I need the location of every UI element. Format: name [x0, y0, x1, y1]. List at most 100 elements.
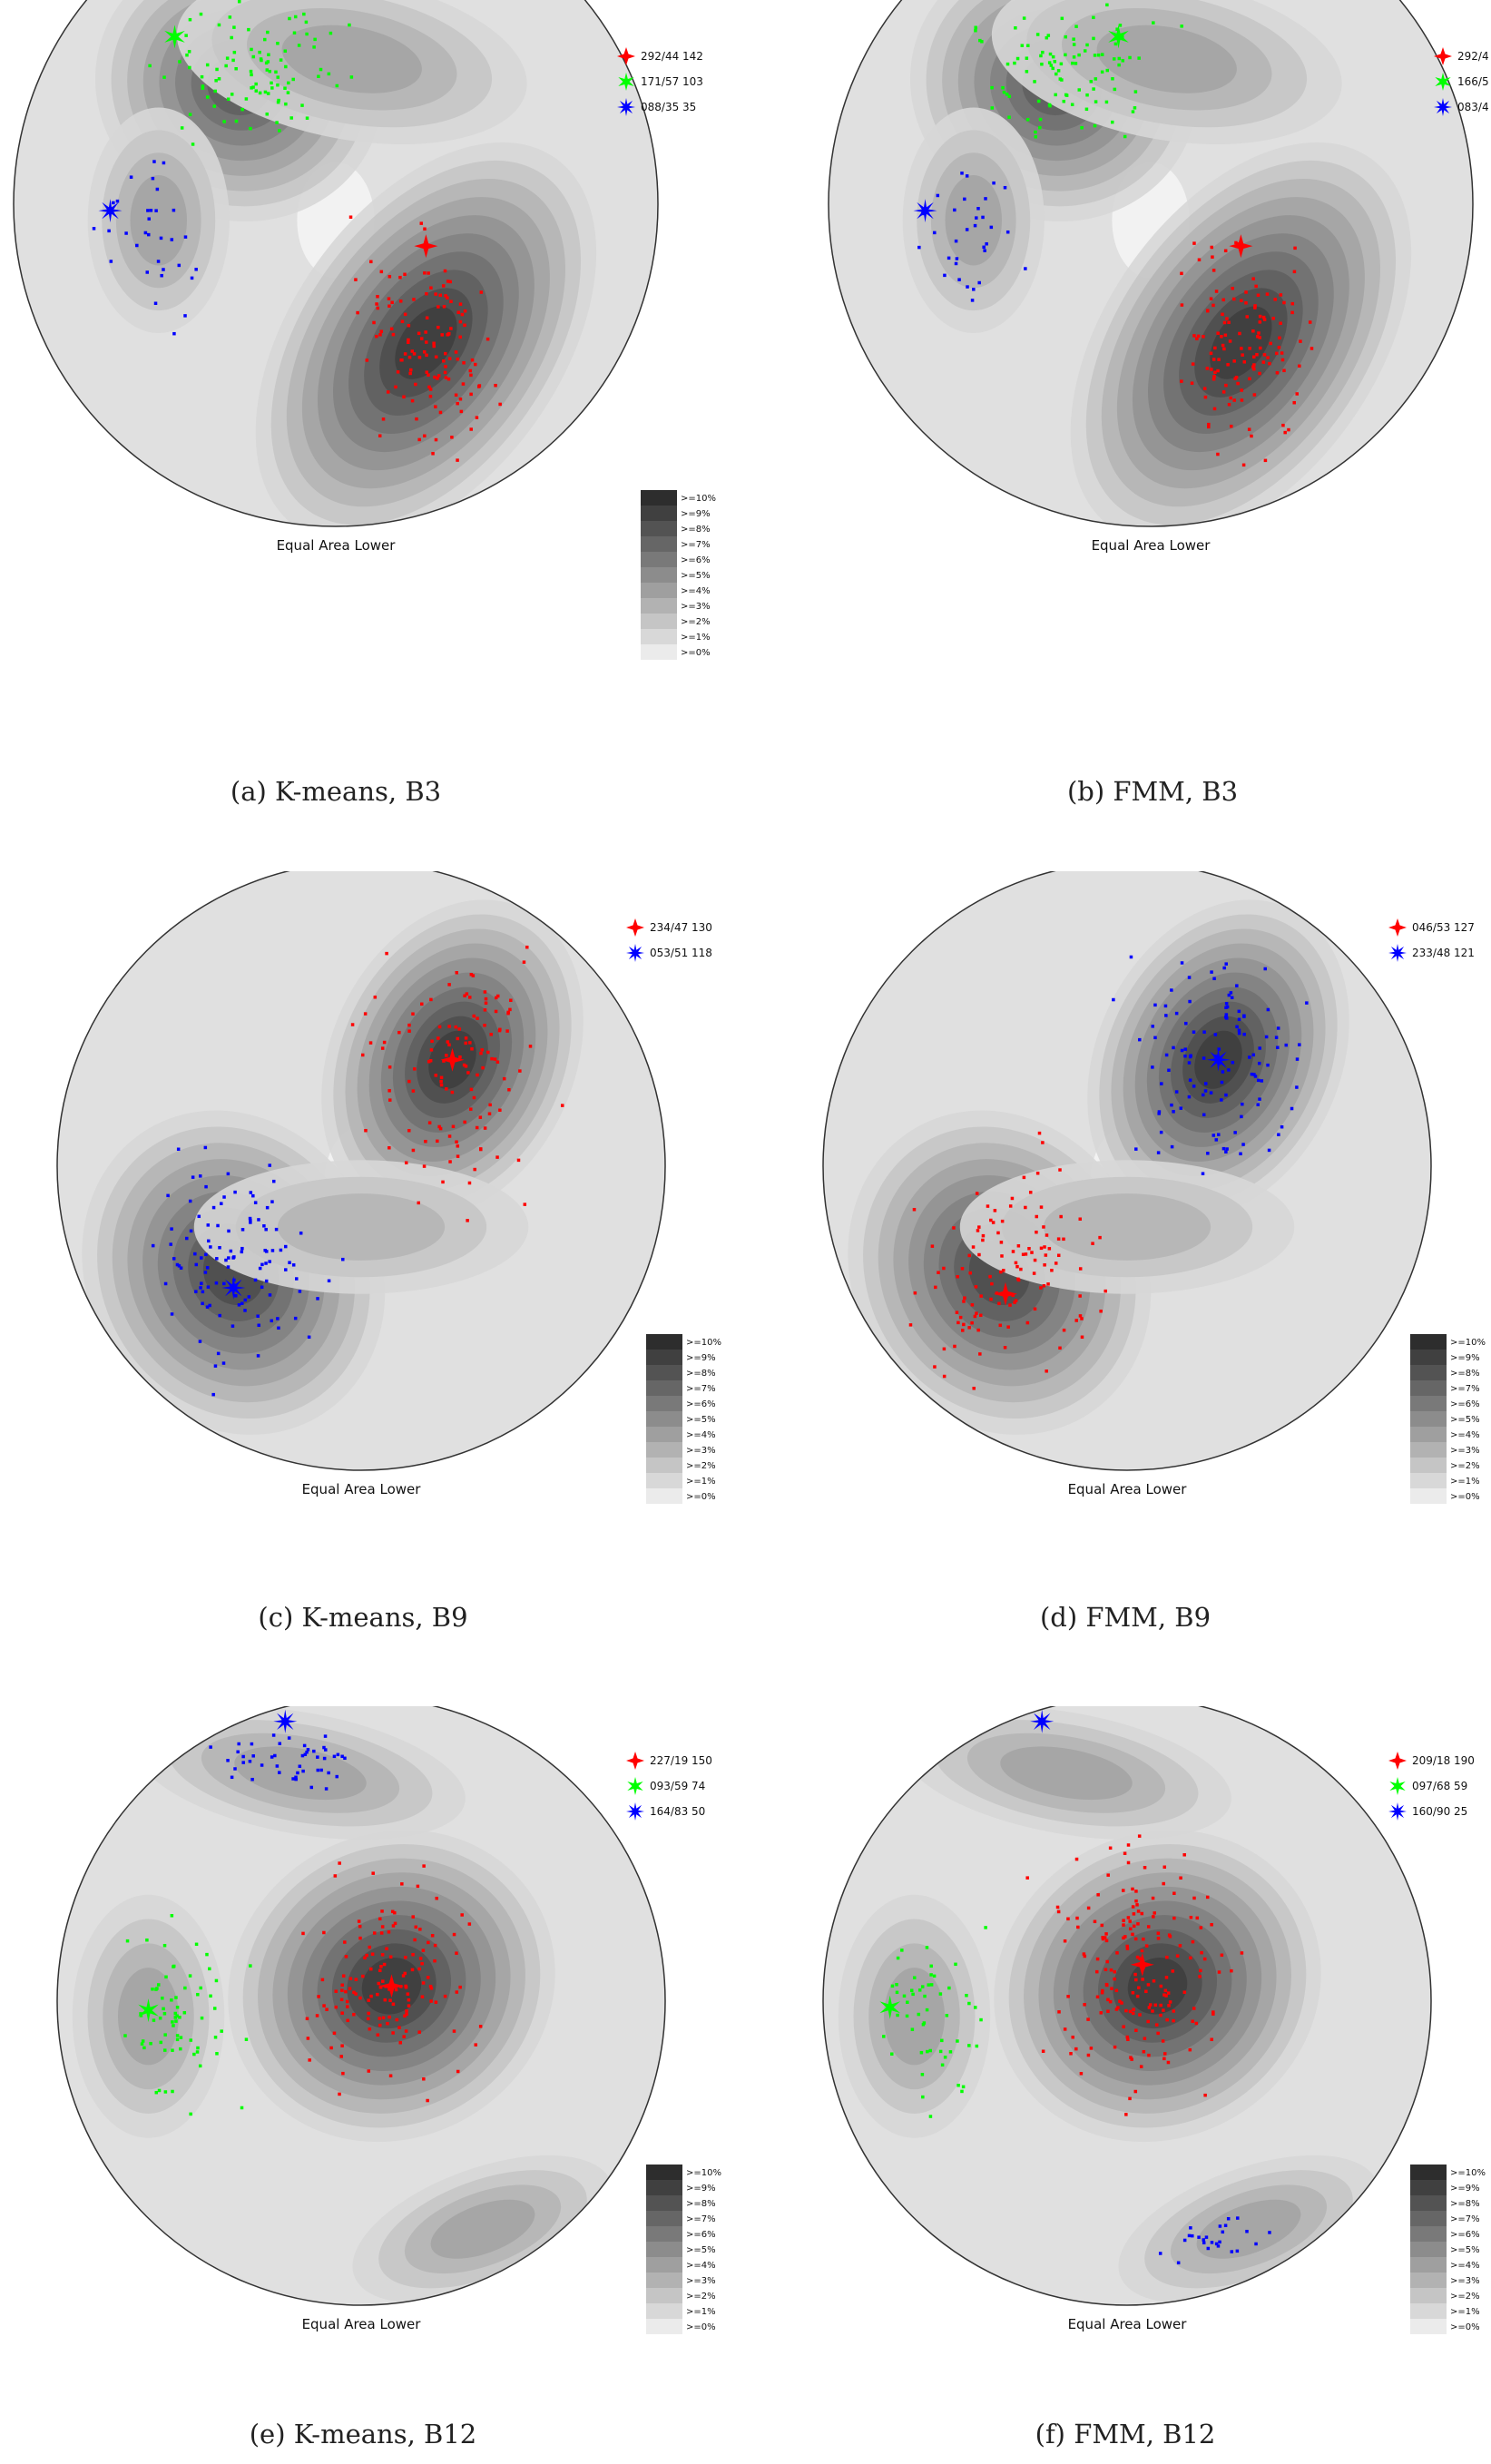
pole-point	[411, 1915, 415, 1919]
pole-point	[1197, 258, 1202, 261]
pole-point	[967, 2044, 971, 2047]
pole-point	[1122, 1889, 1125, 1892]
pole-point	[1164, 1994, 1168, 1998]
pole-point	[189, 2038, 193, 2042]
pole-point	[1211, 255, 1214, 259]
pole-point	[211, 1205, 216, 1210]
pole-point	[339, 1998, 344, 2002]
pole-point	[963, 1296, 966, 1300]
pole-point	[1142, 2049, 1146, 2054]
pole-point	[417, 355, 422, 359]
pole-point	[1082, 1952, 1086, 1956]
pole-point	[183, 235, 188, 239]
pole-point	[288, 1261, 291, 1264]
pole-point	[199, 1986, 202, 1990]
pole-point	[433, 1958, 437, 1963]
pole-point	[190, 276, 194, 280]
pole-point	[1202, 1093, 1205, 1097]
pole-point	[1281, 423, 1285, 427]
pole-point	[1170, 1144, 1174, 1149]
scale-label: >=2%	[681, 617, 711, 627]
pole-point	[396, 370, 400, 374]
pole-point	[1203, 395, 1208, 399]
scale-swatch	[641, 506, 677, 521]
pole-point	[454, 1025, 458, 1029]
pole-point	[420, 1961, 424, 1966]
pole-point	[961, 1329, 965, 1332]
pole-point	[1172, 1110, 1175, 1114]
pole-point	[484, 996, 488, 1001]
pole-point	[300, 103, 304, 107]
cluster-mean-star	[379, 1974, 404, 1998]
pole-point	[340, 2011, 344, 2015]
pole-point	[933, 1365, 937, 1369]
pole-point	[908, 1323, 913, 1327]
pole-point	[469, 427, 473, 431]
pole-point	[1202, 2241, 1206, 2244]
pole-point	[478, 1115, 483, 1119]
pole-point	[1280, 358, 1285, 362]
pole-point	[340, 1983, 344, 1988]
pole-point	[1071, 2035, 1074, 2039]
pole-point	[1226, 2216, 1231, 2221]
pole-point	[1188, 2047, 1192, 2052]
scale-label: >=7%	[1450, 2214, 1480, 2224]
pole-point	[1225, 1147, 1229, 1151]
pole-point	[495, 1060, 500, 1064]
pole-point	[388, 1998, 392, 2002]
pole-point	[1241, 463, 1246, 467]
pole-point	[1241, 353, 1244, 357]
pole-point	[177, 263, 181, 268]
pole-point	[391, 1924, 396, 1928]
pole-point	[940, 2038, 944, 2043]
pole-point	[400, 319, 405, 324]
pole-point	[425, 316, 429, 319]
pole-point	[1165, 1955, 1169, 1959]
pole-point	[1230, 996, 1234, 999]
pole-point	[938, 2049, 943, 2054]
pole-point	[1074, 2047, 1078, 2051]
pole-point	[180, 126, 184, 130]
pole-point	[1046, 1282, 1050, 1286]
pole-point	[1078, 1294, 1082, 1298]
pole-point	[1056, 1253, 1061, 1258]
pole-point	[483, 1126, 487, 1130]
pole-point	[340, 1988, 344, 1992]
scale-label: >=10%	[686, 1338, 721, 1348]
pole-point	[211, 1392, 215, 1397]
pole-point	[1190, 381, 1194, 385]
pole-point	[456, 1154, 460, 1158]
pole-point	[390, 1909, 395, 1914]
pole-point	[456, 2069, 460, 2074]
pole-point	[371, 1871, 375, 1875]
pole-point	[1237, 1028, 1241, 1033]
pole-point	[432, 344, 436, 348]
scale-label: >=5%	[1450, 1415, 1480, 1425]
pole-point	[973, 223, 977, 228]
pole-point	[1298, 1043, 1301, 1046]
pole-point	[265, 1205, 270, 1210]
pole-point	[433, 375, 437, 379]
pole-point	[183, 314, 187, 318]
pole-point	[1092, 15, 1095, 20]
scale-swatch	[641, 490, 677, 506]
pole-point	[1212, 375, 1216, 378]
pole-point	[917, 2012, 921, 2017]
pole-point	[1014, 26, 1017, 30]
pole-point	[1035, 1171, 1040, 1175]
pole-point	[323, 1734, 328, 1738]
pole-point	[983, 249, 986, 252]
pole-point	[414, 1925, 418, 1929]
pole-point	[443, 1994, 447, 1998]
pole-point	[145, 1938, 149, 1942]
pole-point	[397, 2026, 401, 2029]
pole-point	[1135, 1994, 1140, 1998]
pole-point	[423, 434, 427, 438]
pole-point	[494, 383, 497, 388]
primitive-circle	[56, 871, 666, 1471]
pole-point	[462, 1063, 466, 1067]
pole-point	[1206, 309, 1210, 312]
pole-point	[410, 1968, 415, 1972]
pole-point	[1133, 1972, 1137, 1977]
pole-point	[449, 327, 453, 330]
